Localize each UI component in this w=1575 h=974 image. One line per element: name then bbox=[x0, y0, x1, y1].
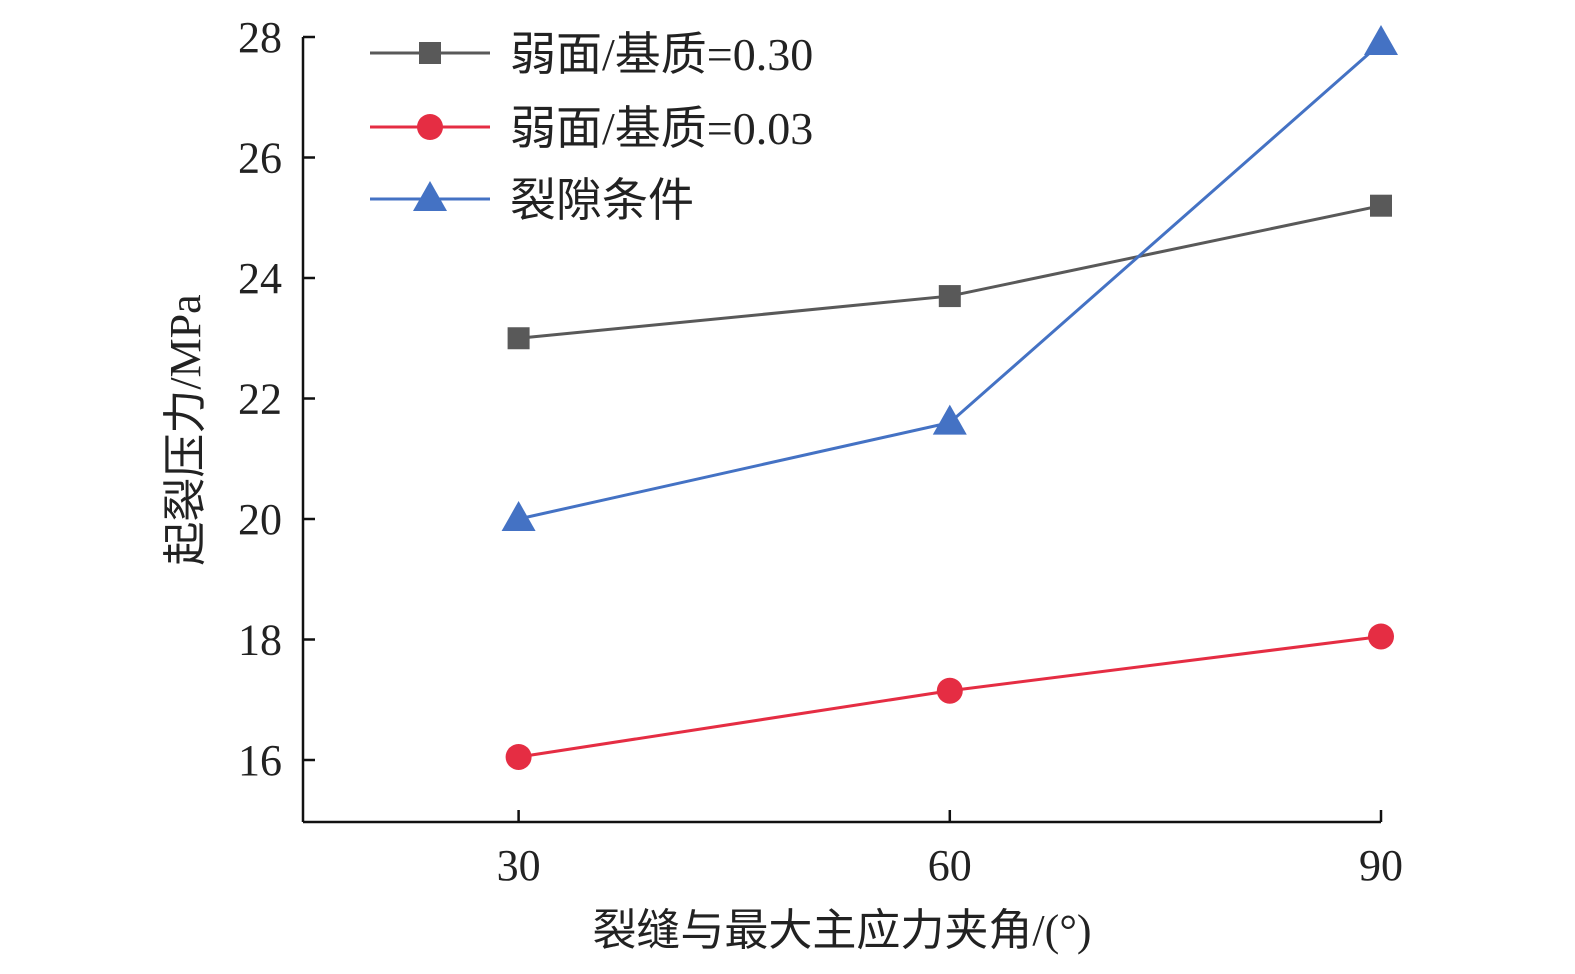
legend-label: 弱面/基质=0.30 bbox=[510, 29, 813, 80]
data-point-square bbox=[507, 327, 530, 350]
data-point-triangle bbox=[932, 404, 967, 435]
y-tick-label: 24 bbox=[238, 254, 282, 303]
y-tick-label: 20 bbox=[238, 495, 282, 544]
x-axis-title: 裂缝与最大主应力夹角/(°) bbox=[592, 906, 1091, 955]
legend-item: 弱面/基质=0.03 bbox=[370, 103, 813, 154]
y-tick-label: 26 bbox=[238, 134, 282, 183]
data-point-triangle bbox=[501, 501, 536, 531]
legend-marker-square bbox=[419, 42, 441, 64]
axes: 16 18 20 22 24 26 28 30 60 90 bbox=[238, 13, 1403, 890]
legend-item: 裂隙条件 bbox=[370, 175, 694, 226]
series-2 bbox=[505, 623, 1394, 770]
y-axis-title: 起裂压力/MPa bbox=[161, 294, 210, 565]
series-3 bbox=[501, 25, 1398, 531]
y-tick-label: 18 bbox=[238, 616, 282, 665]
x-tick-label: 30 bbox=[497, 841, 541, 890]
legend-marker-circle bbox=[417, 114, 443, 140]
data-point-circle bbox=[936, 677, 963, 704]
y-tick-label: 16 bbox=[238, 736, 282, 785]
legend-marker-triangle bbox=[413, 181, 447, 211]
legend-label: 裂隙条件 bbox=[510, 175, 694, 226]
series-group bbox=[501, 25, 1398, 770]
data-point-square bbox=[938, 285, 961, 308]
legend-item: 弱面/基质=0.30 bbox=[370, 29, 813, 80]
legend: 弱面/基质=0.30 弱面/基质=0.03 裂隙条件 bbox=[370, 29, 813, 226]
y-tick-label: 22 bbox=[238, 375, 282, 424]
legend-label: 弱面/基质=0.03 bbox=[510, 103, 813, 154]
x-tick-label: 90 bbox=[1359, 841, 1403, 890]
y-tick-label: 28 bbox=[238, 13, 282, 62]
data-point-circle bbox=[1368, 623, 1394, 650]
series-1 bbox=[507, 194, 1392, 350]
data-point-circle bbox=[505, 743, 532, 770]
x-tick-label: 60 bbox=[928, 841, 972, 890]
data-point-square bbox=[1370, 194, 1392, 217]
data-point-triangle bbox=[1364, 25, 1398, 56]
